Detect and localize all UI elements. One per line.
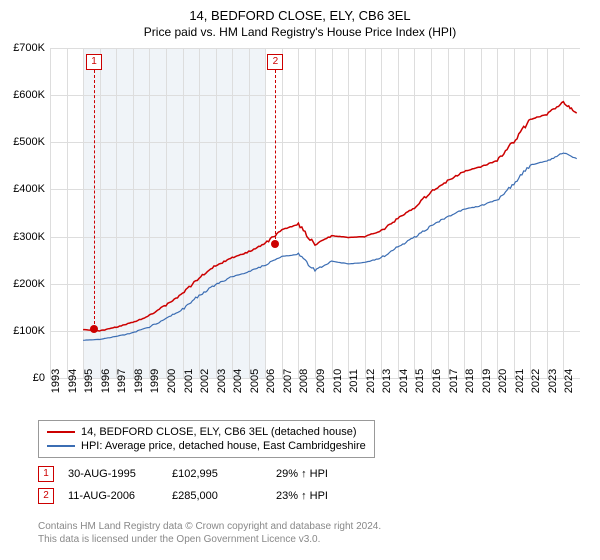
sale-row-marker: 2 bbox=[38, 488, 54, 504]
sale-date: 11-AUG-2006 bbox=[68, 490, 158, 502]
y-axis-label: £300K bbox=[13, 231, 45, 243]
y-axis-label: £0 bbox=[33, 372, 45, 384]
chart-subtitle: Price paid vs. HM Land Registry's House … bbox=[0, 23, 600, 39]
chart-title: 14, BEDFORD CLOSE, ELY, CB6 3EL bbox=[0, 0, 600, 23]
sale-price: £102,995 bbox=[172, 468, 262, 480]
y-axis-label: £200K bbox=[13, 278, 45, 290]
chart-lines bbox=[50, 48, 580, 378]
sale-row-marker: 1 bbox=[38, 466, 54, 482]
legend-label: 14, BEDFORD CLOSE, ELY, CB6 3EL (detache… bbox=[81, 426, 357, 438]
y-axis-label: £700K bbox=[13, 42, 45, 54]
y-axis-label: £100K bbox=[13, 325, 45, 337]
sale-price: £285,000 bbox=[172, 490, 262, 502]
legend-label: HPI: Average price, detached house, East… bbox=[81, 440, 366, 452]
chart-container: 14, BEDFORD CLOSE, ELY, CB6 3EL Price pa… bbox=[0, 0, 600, 560]
y-axis-label: £600K bbox=[13, 89, 45, 101]
footer-line2: This data is licensed under the Open Gov… bbox=[38, 533, 381, 546]
y-axis-label: £500K bbox=[13, 136, 45, 148]
sale-row-2: 2 11-AUG-2006 £285,000 23% ↑ HPI bbox=[38, 488, 366, 504]
sale-hpi-diff: 29% ↑ HPI bbox=[276, 468, 366, 480]
sale-date: 30-AUG-1995 bbox=[68, 468, 158, 480]
series-hpi bbox=[83, 153, 577, 340]
legend-row: HPI: Average price, detached house, East… bbox=[47, 439, 366, 453]
series-property bbox=[83, 102, 577, 331]
y-axis-label: £400K bbox=[13, 183, 45, 195]
plot-area: £0£100K£200K£300K£400K£500K£600K£700K199… bbox=[50, 48, 580, 378]
legend-box: 14, BEDFORD CLOSE, ELY, CB6 3EL (detache… bbox=[38, 420, 375, 458]
sale-hpi-diff: 23% ↑ HPI bbox=[276, 490, 366, 502]
legend-row: 14, BEDFORD CLOSE, ELY, CB6 3EL (detache… bbox=[47, 425, 366, 439]
sale-row-1: 1 30-AUG-1995 £102,995 29% ↑ HPI bbox=[38, 466, 366, 482]
footer-line1: Contains HM Land Registry data © Crown c… bbox=[38, 520, 381, 533]
footer-text: Contains HM Land Registry data © Crown c… bbox=[38, 520, 381, 546]
